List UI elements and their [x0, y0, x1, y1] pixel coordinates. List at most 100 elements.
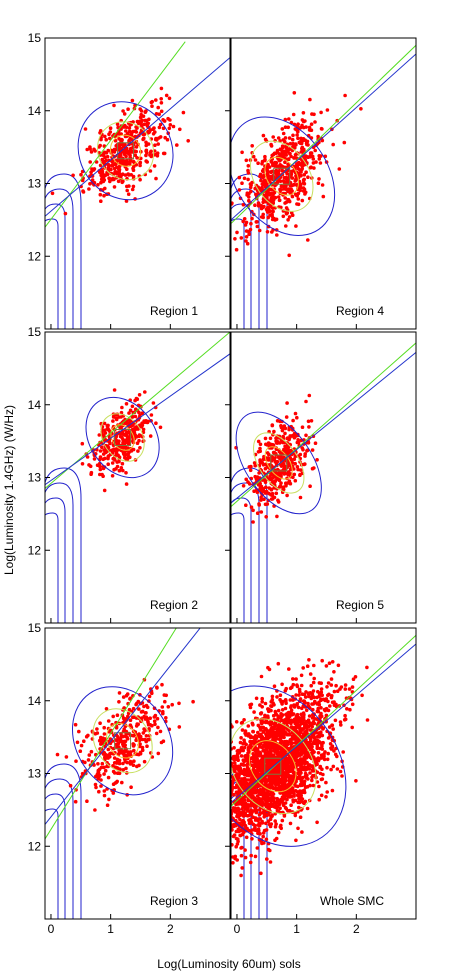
data-point [271, 728, 275, 732]
data-point [307, 694, 311, 699]
data-point [142, 704, 146, 709]
data-point [106, 775, 111, 780]
data-point [281, 131, 286, 136]
data-point [246, 164, 251, 168]
data-point [126, 446, 130, 450]
data-point [290, 189, 294, 193]
data-point [148, 716, 152, 720]
data-point [225, 727, 229, 731]
data-point [93, 808, 97, 812]
data-point [283, 125, 288, 129]
data-point [177, 725, 182, 729]
data-point [199, 826, 203, 830]
data-point [81, 190, 86, 194]
data-point [182, 799, 186, 803]
data-point [226, 787, 230, 791]
data-point [322, 752, 326, 756]
data-point [131, 706, 136, 711]
data-point [307, 658, 311, 662]
data-point [171, 124, 176, 129]
data-point [286, 218, 290, 222]
data-point [265, 171, 270, 176]
data-point [196, 819, 200, 823]
data-point [110, 474, 115, 478]
data-point [83, 127, 88, 131]
data-point [278, 799, 283, 803]
data-point [64, 755, 69, 759]
data-point [249, 735, 254, 739]
data-point [291, 712, 296, 716]
data-point [215, 762, 219, 766]
data-point [225, 820, 229, 824]
data-point [275, 233, 279, 237]
data-point [295, 683, 299, 687]
data-point [235, 766, 239, 771]
data-point [285, 401, 289, 405]
y-tick-label: 13 [28, 177, 42, 191]
data-point [243, 811, 247, 815]
data-point [107, 176, 111, 180]
data-point [141, 114, 146, 118]
data-point [226, 854, 230, 858]
data-point [211, 775, 215, 779]
data-point [201, 851, 205, 855]
data-point [330, 744, 335, 748]
data-point [211, 834, 215, 838]
data-point [148, 723, 153, 727]
data-point [283, 774, 288, 779]
data-point [284, 778, 288, 782]
data-point [306, 175, 310, 179]
data-point [293, 741, 297, 745]
data-point [283, 149, 288, 154]
data-point [270, 206, 275, 210]
data-point [132, 759, 136, 763]
data-point [158, 122, 163, 127]
data-point [260, 705, 265, 709]
data-point [91, 168, 96, 172]
data-point [250, 763, 254, 768]
data-point [186, 855, 190, 859]
data-point [326, 751, 331, 756]
data-point [275, 441, 279, 445]
data-point [288, 769, 293, 773]
data-point [223, 811, 227, 815]
data-point [289, 742, 294, 746]
data-point [87, 187, 91, 191]
data-point [140, 745, 145, 750]
data-point [217, 856, 221, 860]
data-point [276, 136, 281, 140]
data-point [77, 729, 81, 734]
data-point [214, 782, 218, 786]
data-point [126, 192, 131, 196]
data-point [300, 123, 304, 128]
data-point [320, 747, 325, 751]
data-point [260, 734, 264, 739]
data-point [304, 708, 309, 713]
data-point [293, 454, 298, 459]
data-point [131, 763, 136, 767]
data-point [114, 170, 118, 174]
data-point [98, 170, 102, 174]
data-point [273, 730, 278, 735]
data-point [138, 446, 142, 450]
data-point [135, 722, 139, 726]
region-label: Region 1 [150, 304, 198, 318]
data-point [234, 829, 239, 834]
data-point [202, 813, 206, 817]
peak-marker [117, 142, 135, 160]
data-point [243, 848, 247, 852]
fit-line-green [45, 41, 186, 228]
data-point [282, 814, 287, 818]
data-point [93, 782, 98, 787]
data-point [265, 857, 269, 861]
data-point [296, 441, 301, 445]
data-point [156, 105, 160, 110]
data-point [271, 713, 276, 718]
data-point [315, 744, 320, 748]
data-point [308, 672, 313, 676]
data-point [309, 735, 314, 739]
data-point [155, 716, 160, 721]
data-point [306, 777, 310, 781]
data-point [294, 725, 299, 730]
